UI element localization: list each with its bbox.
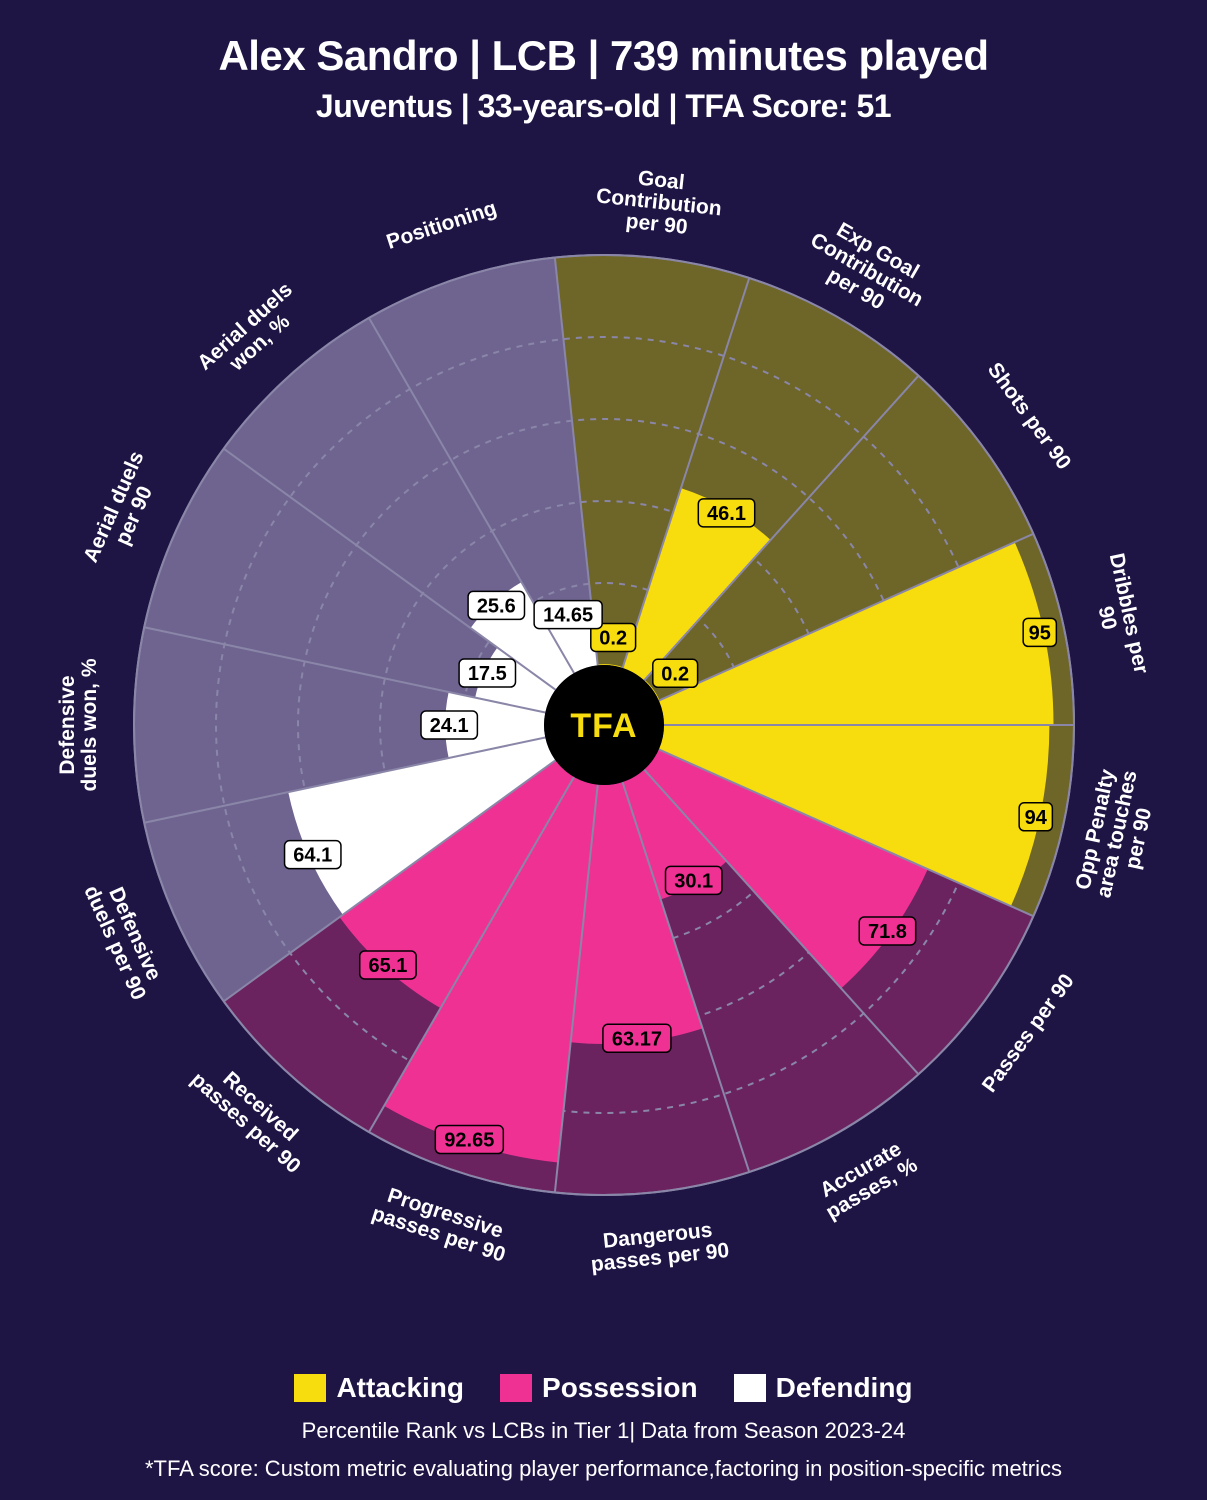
metric-label-group: Progressivepasses per 90: [368, 1181, 514, 1267]
legend-label: Defending: [776, 1372, 913, 1404]
chart-container: 0.2 46.1 0.2 95 94 71.8 30.1 63.17 92.65 65.1 64.1…: [0, 155, 1207, 1295]
value-label-group: 14.65: [534, 601, 602, 629]
value-label-group: 17.5: [459, 659, 515, 687]
value-label-text: 94: [1024, 807, 1047, 829]
metric-label: duels won, %: [78, 658, 101, 791]
metric-label: Defensive: [56, 675, 79, 774]
value-label-text: 25.6: [476, 595, 515, 617]
value-label-text: 24.1: [429, 715, 468, 737]
center-label: TFA: [570, 707, 637, 745]
legend-swatch: [734, 1374, 766, 1402]
value-label-group: 64.1: [284, 841, 340, 869]
metric-label-group: Shots per 90: [982, 358, 1075, 473]
value-label-text: 63.17: [611, 1028, 661, 1050]
value-label-group: 92.65: [435, 1126, 503, 1154]
legend-swatch: [294, 1374, 326, 1402]
value-label-group: 95: [1023, 618, 1056, 646]
metric-label-group: Opp Penaltyarea touchesper 90: [1070, 764, 1162, 905]
value-label-text: 71.8: [867, 921, 906, 943]
legend-item-attacking: Attacking: [294, 1372, 464, 1404]
value-label-group: 46.1: [698, 499, 754, 527]
value-label-group: 30.1: [665, 866, 721, 894]
metric-label-group: Dribbles per90: [1083, 551, 1152, 680]
footer-line-2: *TFA score: Custom metric evaluating pla…: [0, 1456, 1207, 1482]
metric-label-group: Defensiveduels won, %: [56, 658, 101, 791]
metric-label: 90: [1093, 604, 1120, 632]
metric-label-group: Dangerouspasses per 90: [587, 1217, 730, 1276]
value-label-text: 95: [1028, 622, 1050, 644]
value-label-text: 30.1: [674, 870, 713, 892]
metric-label-group: Defensiveduels per 90: [79, 873, 170, 1003]
value-label-group: 25.6: [468, 591, 524, 619]
value-label-text: 46.1: [707, 503, 746, 525]
metric-label-group: Positioning: [383, 197, 499, 254]
chart-subtitle: Juventus | 33-years-old | TFA Score: 51: [0, 88, 1207, 125]
value-label-text: 64.1: [293, 845, 332, 867]
legend-item-possession: Possession: [500, 1372, 698, 1404]
value-label-text: 92.65: [444, 1130, 494, 1152]
legend-item-defending: Defending: [734, 1372, 913, 1404]
value-label-text: 17.5: [467, 663, 506, 685]
metric-label-group: Aerial duelsper 90: [79, 448, 169, 575]
value-label-text: 0.2: [599, 627, 627, 649]
value-label-text: 65.1: [368, 955, 407, 977]
page: Alex Sandro | LCB | 739 minutes played J…: [0, 0, 1207, 1500]
metric-label: Shots per 90: [982, 358, 1075, 473]
legend-label: Attacking: [336, 1372, 464, 1404]
legend-swatch: [500, 1374, 532, 1402]
metric-label-group: Accuratepasses, %: [811, 1134, 922, 1224]
value-label-group: 63.17: [602, 1024, 670, 1052]
metric-label: Positioning: [383, 197, 499, 254]
chart-title: Alex Sandro | LCB | 739 minutes played: [0, 0, 1207, 80]
value-label-group: 71.8: [859, 917, 915, 945]
footer-line-1: Percentile Rank vs LCBs in Tier 1| Data …: [0, 1418, 1207, 1444]
value-label-group: 0.2: [652, 659, 697, 687]
value-label-text: 14.65: [543, 605, 593, 627]
legend: Attacking Possession Defending: [0, 1372, 1207, 1404]
value-label-group: 65.1: [359, 951, 415, 979]
legend-label: Possession: [542, 1372, 698, 1404]
value-label-group: 94: [1019, 803, 1052, 831]
center: TFA: [544, 665, 664, 785]
metric-label-group: GoalContributionper 90: [592, 162, 724, 242]
value-label-text: 0.2: [661, 663, 689, 685]
polar-chart: 0.2 46.1 0.2 95 94 71.8 30.1 63.17 92.65 65.1 64.1…: [34, 155, 1174, 1295]
value-label-group: 24.1: [420, 711, 476, 739]
